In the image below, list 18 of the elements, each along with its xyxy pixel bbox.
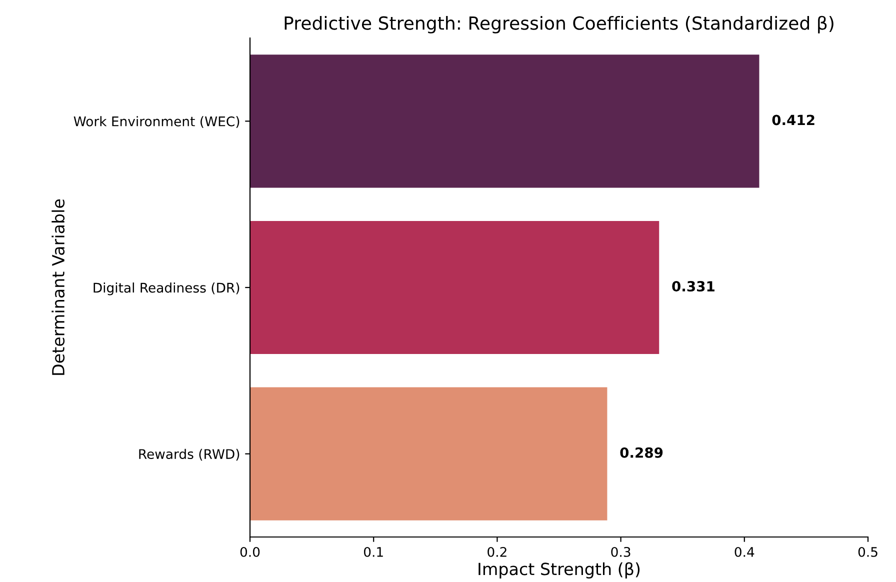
x-axis-title: Impact Strength (β) xyxy=(478,562,640,579)
x-tick-label: 0.1 xyxy=(364,546,383,557)
data-label: 0.289 xyxy=(620,447,663,458)
bar xyxy=(250,387,608,520)
x-tick-label: 0.5 xyxy=(858,546,878,557)
data-label: 0.331 xyxy=(672,281,714,292)
bar xyxy=(250,54,760,188)
x-tick-label: 0.2 xyxy=(488,546,506,557)
x-tick-label: 0.0 xyxy=(240,546,260,557)
y-tick-label: Work Environment (WEC) xyxy=(74,116,240,128)
data-label: 0.412 xyxy=(772,114,814,126)
bar xyxy=(250,220,660,354)
x-tick-label: 0.4 xyxy=(734,546,754,557)
y-tick-label: Digital Readiness (DR) xyxy=(94,282,240,296)
chart-title: Predictive Strength: Regression Coefficients (Standardized β) xyxy=(284,16,834,34)
y-axis-title: Determinant Variable xyxy=(52,199,65,375)
y-tick-label: Rewards (RWD) xyxy=(139,448,240,461)
x-tick-label: 0.3 xyxy=(611,546,630,557)
